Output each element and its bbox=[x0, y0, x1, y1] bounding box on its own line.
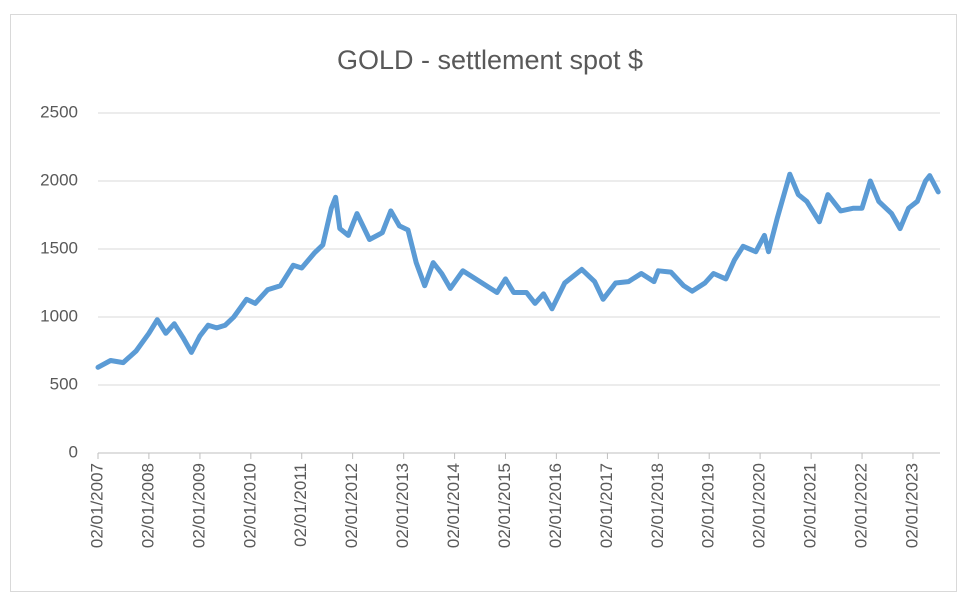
x-tick-label: 02/01/2023 bbox=[902, 463, 921, 548]
x-tick-label: 02/01/2018 bbox=[648, 463, 667, 548]
y-tick-label: 500 bbox=[50, 374, 78, 393]
y-tick-label: 2500 bbox=[40, 102, 78, 121]
series-line bbox=[95, 171, 941, 370]
x-tick-label: 02/01/2016 bbox=[546, 463, 565, 548]
x-tick-label: 02/01/2021 bbox=[801, 463, 820, 548]
x-tick-label: 02/01/2015 bbox=[495, 463, 514, 548]
x-tick-label: 02/01/2009 bbox=[189, 463, 208, 548]
x-tick-label: 02/01/2012 bbox=[342, 463, 361, 548]
x-tick-label: 02/01/2011 bbox=[291, 463, 310, 547]
y-tick-label: 2000 bbox=[40, 170, 78, 189]
x-tick-label: 02/01/2019 bbox=[699, 463, 718, 548]
x-tick-label: 02/01/2007 bbox=[87, 463, 106, 548]
x-tick-label: 02/01/2014 bbox=[444, 463, 463, 548]
x-tick-label: 02/01/2020 bbox=[750, 463, 769, 548]
x-tick-label: 02/01/2022 bbox=[852, 463, 871, 548]
x-tick-label: 02/01/2013 bbox=[393, 463, 412, 548]
y-tick-label: 0 bbox=[69, 442, 78, 461]
x-tick-label: 02/01/2017 bbox=[597, 463, 616, 548]
y-tick-label: 1000 bbox=[40, 306, 78, 325]
chart-title: GOLD - settlement spot $ bbox=[337, 45, 643, 75]
chart-border bbox=[10, 14, 957, 592]
y-tick-label: 1500 bbox=[40, 238, 78, 257]
x-tick-label: 02/01/2008 bbox=[138, 463, 157, 548]
x-tick-label: 02/01/2010 bbox=[240, 463, 259, 548]
